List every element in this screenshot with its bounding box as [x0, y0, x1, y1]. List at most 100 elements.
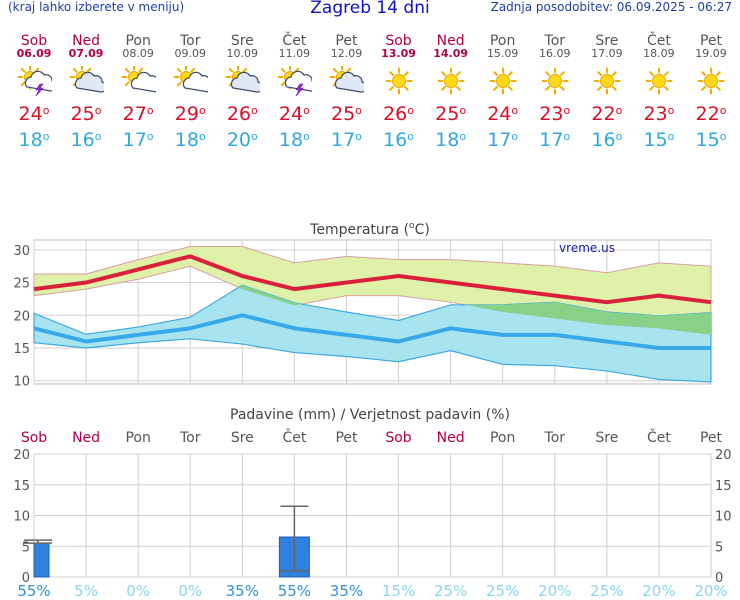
precip-probability: 25%	[434, 582, 467, 600]
day-name: Tor	[179, 33, 201, 49]
page-title: Zagreb 14 dni	[310, 0, 430, 18]
precip-probability: 55%	[17, 582, 50, 600]
day-name: Tor	[544, 33, 566, 49]
sun-icon	[641, 66, 677, 96]
precip-probability: 20%	[694, 582, 727, 600]
day-date: 07.09	[68, 47, 104, 60]
sun-icon	[381, 66, 417, 96]
partly-cloudy-icon	[172, 64, 216, 96]
precip-probability: 25%	[590, 582, 623, 600]
temp-min: 20o	[226, 129, 258, 151]
temp-max: 26o	[383, 103, 414, 125]
sun-cloud-lightning-icon	[16, 64, 58, 97]
temp-min: 16o	[383, 129, 414, 151]
day-column: Pon 08.09 27o 17o	[112, 34, 164, 150]
temp-max: 27o	[122, 103, 154, 125]
x-tick-label: Sre	[231, 430, 254, 446]
precip-probability: 15%	[382, 582, 415, 600]
y-tick-label: 15	[13, 342, 30, 357]
day-column: Ned 14.09 25o 18o	[425, 34, 477, 150]
y-tick-label-right: 20	[715, 448, 732, 463]
day-column: Tor 16.09 23o 17o	[529, 34, 581, 150]
precip-probability: 0%	[178, 582, 202, 600]
header-region-note: (kraj lahko izberete v meniju)	[8, 0, 185, 14]
sun-icon	[433, 66, 469, 96]
precip-probability: 20%	[538, 582, 571, 600]
day-name: Ned	[436, 33, 465, 49]
precip-probability: 55%	[278, 582, 311, 600]
temp-max: 24o	[18, 103, 50, 125]
y-tick-label: 15	[13, 479, 30, 494]
day-name: Pet	[335, 33, 358, 49]
temp-min: 16o	[591, 129, 623, 151]
day-name: Sre	[230, 33, 254, 49]
y-tick-label-right: 15	[715, 479, 732, 494]
sun-icon	[485, 66, 521, 96]
day-date: 13.09	[381, 47, 416, 60]
temp-max: 23o	[539, 103, 571, 125]
day-name: Sob	[385, 33, 412, 49]
temp-min: 18o	[435, 129, 467, 151]
temp-min: 18o	[18, 129, 50, 151]
precip-probability: 25%	[486, 582, 519, 600]
x-tick-label: Sob	[385, 430, 411, 446]
temp-min: 15o	[643, 129, 675, 151]
y-tick-label-right: 10	[715, 510, 732, 525]
day-column: Pet 19.09 22o 15o	[685, 34, 737, 150]
precip-probability: 35%	[330, 582, 363, 600]
y-tick-label: 20	[13, 448, 30, 463]
y-tick-label: 20	[13, 309, 30, 324]
day-column: Čet 18.09 23o 15o	[633, 34, 685, 150]
x-tick-label: Pon	[490, 430, 515, 446]
x-tick-label: Sob	[21, 430, 47, 446]
min-temp-line	[33, 313, 711, 350]
day-date: 09.09	[174, 47, 206, 60]
day-column: Tor 09.09 29o 18o	[164, 34, 216, 150]
x-tick-label: Pet	[335, 430, 358, 446]
precip-probability: 5%	[74, 582, 98, 600]
sun-icon	[537, 66, 573, 96]
temp-min: 17o	[122, 129, 154, 151]
day-name: Ned	[72, 33, 101, 49]
day-date: 17.09	[591, 47, 623, 60]
day-date: 06.09	[16, 47, 52, 60]
temp-max: 24o	[487, 103, 519, 125]
day-name: Pon	[125, 33, 151, 49]
temp-min: 16o	[70, 129, 102, 151]
temp-max: 22o	[591, 103, 623, 125]
temperature-chart: Temperatura (oC) 10 15 20 25 30 vreme.us	[13, 221, 712, 390]
day-column: Čet 11.09 24o 18o	[268, 34, 320, 150]
x-tick-label: Ned	[72, 430, 100, 446]
day-column: Sre 10.09 26o 20o	[216, 34, 268, 150]
day-column: Sob 13.09 26o 16o	[373, 34, 425, 150]
temp-min: 18o	[278, 129, 310, 151]
temp-min: 17o	[487, 129, 519, 151]
day-date: 08.09	[122, 47, 154, 60]
y-tick-label-right: 5	[715, 540, 723, 555]
day-column: Sre 17.09 22o 16o	[581, 34, 633, 150]
last-update: Zadnja posodobitev: 06.09.2025 - 06:27	[490, 0, 732, 14]
temp-min: 18o	[174, 129, 206, 151]
temp-max: 25o	[330, 103, 362, 125]
sun-icon	[693, 66, 729, 96]
temp-min: 17o	[539, 129, 571, 151]
temp-max: 29o	[174, 103, 206, 125]
day-date: 15.09	[486, 47, 519, 60]
x-tick-label: Pon	[125, 430, 150, 446]
day-name: Čet	[646, 33, 671, 49]
cloudy-sun-icon	[68, 64, 108, 96]
chart-title: Temperatura (oC)	[309, 221, 430, 238]
y-tick-label: 25	[13, 277, 30, 292]
day-name: Pet	[699, 33, 723, 49]
temp-max: 23o	[643, 103, 675, 125]
sun-cloud-lightning-icon	[276, 64, 318, 97]
x-tick-label: Tor	[179, 430, 201, 446]
x-tick-label: Tor	[544, 430, 566, 446]
precip-probability: 20%	[642, 582, 675, 600]
day-date: 12.09	[330, 47, 363, 60]
chart-title: Padavine (mm) / Verjetnost padavin (%)	[230, 407, 510, 423]
daily-forecast: Sob 06.09 24o 18o Ned 07.09 25o 16o Pon 08.09 27o 1…	[8, 34, 736, 168]
y-tick-label-right: 0	[715, 571, 723, 586]
precip-probability: 0%	[126, 582, 150, 600]
day-column: Pon 15.09 24o 17o	[477, 34, 529, 150]
